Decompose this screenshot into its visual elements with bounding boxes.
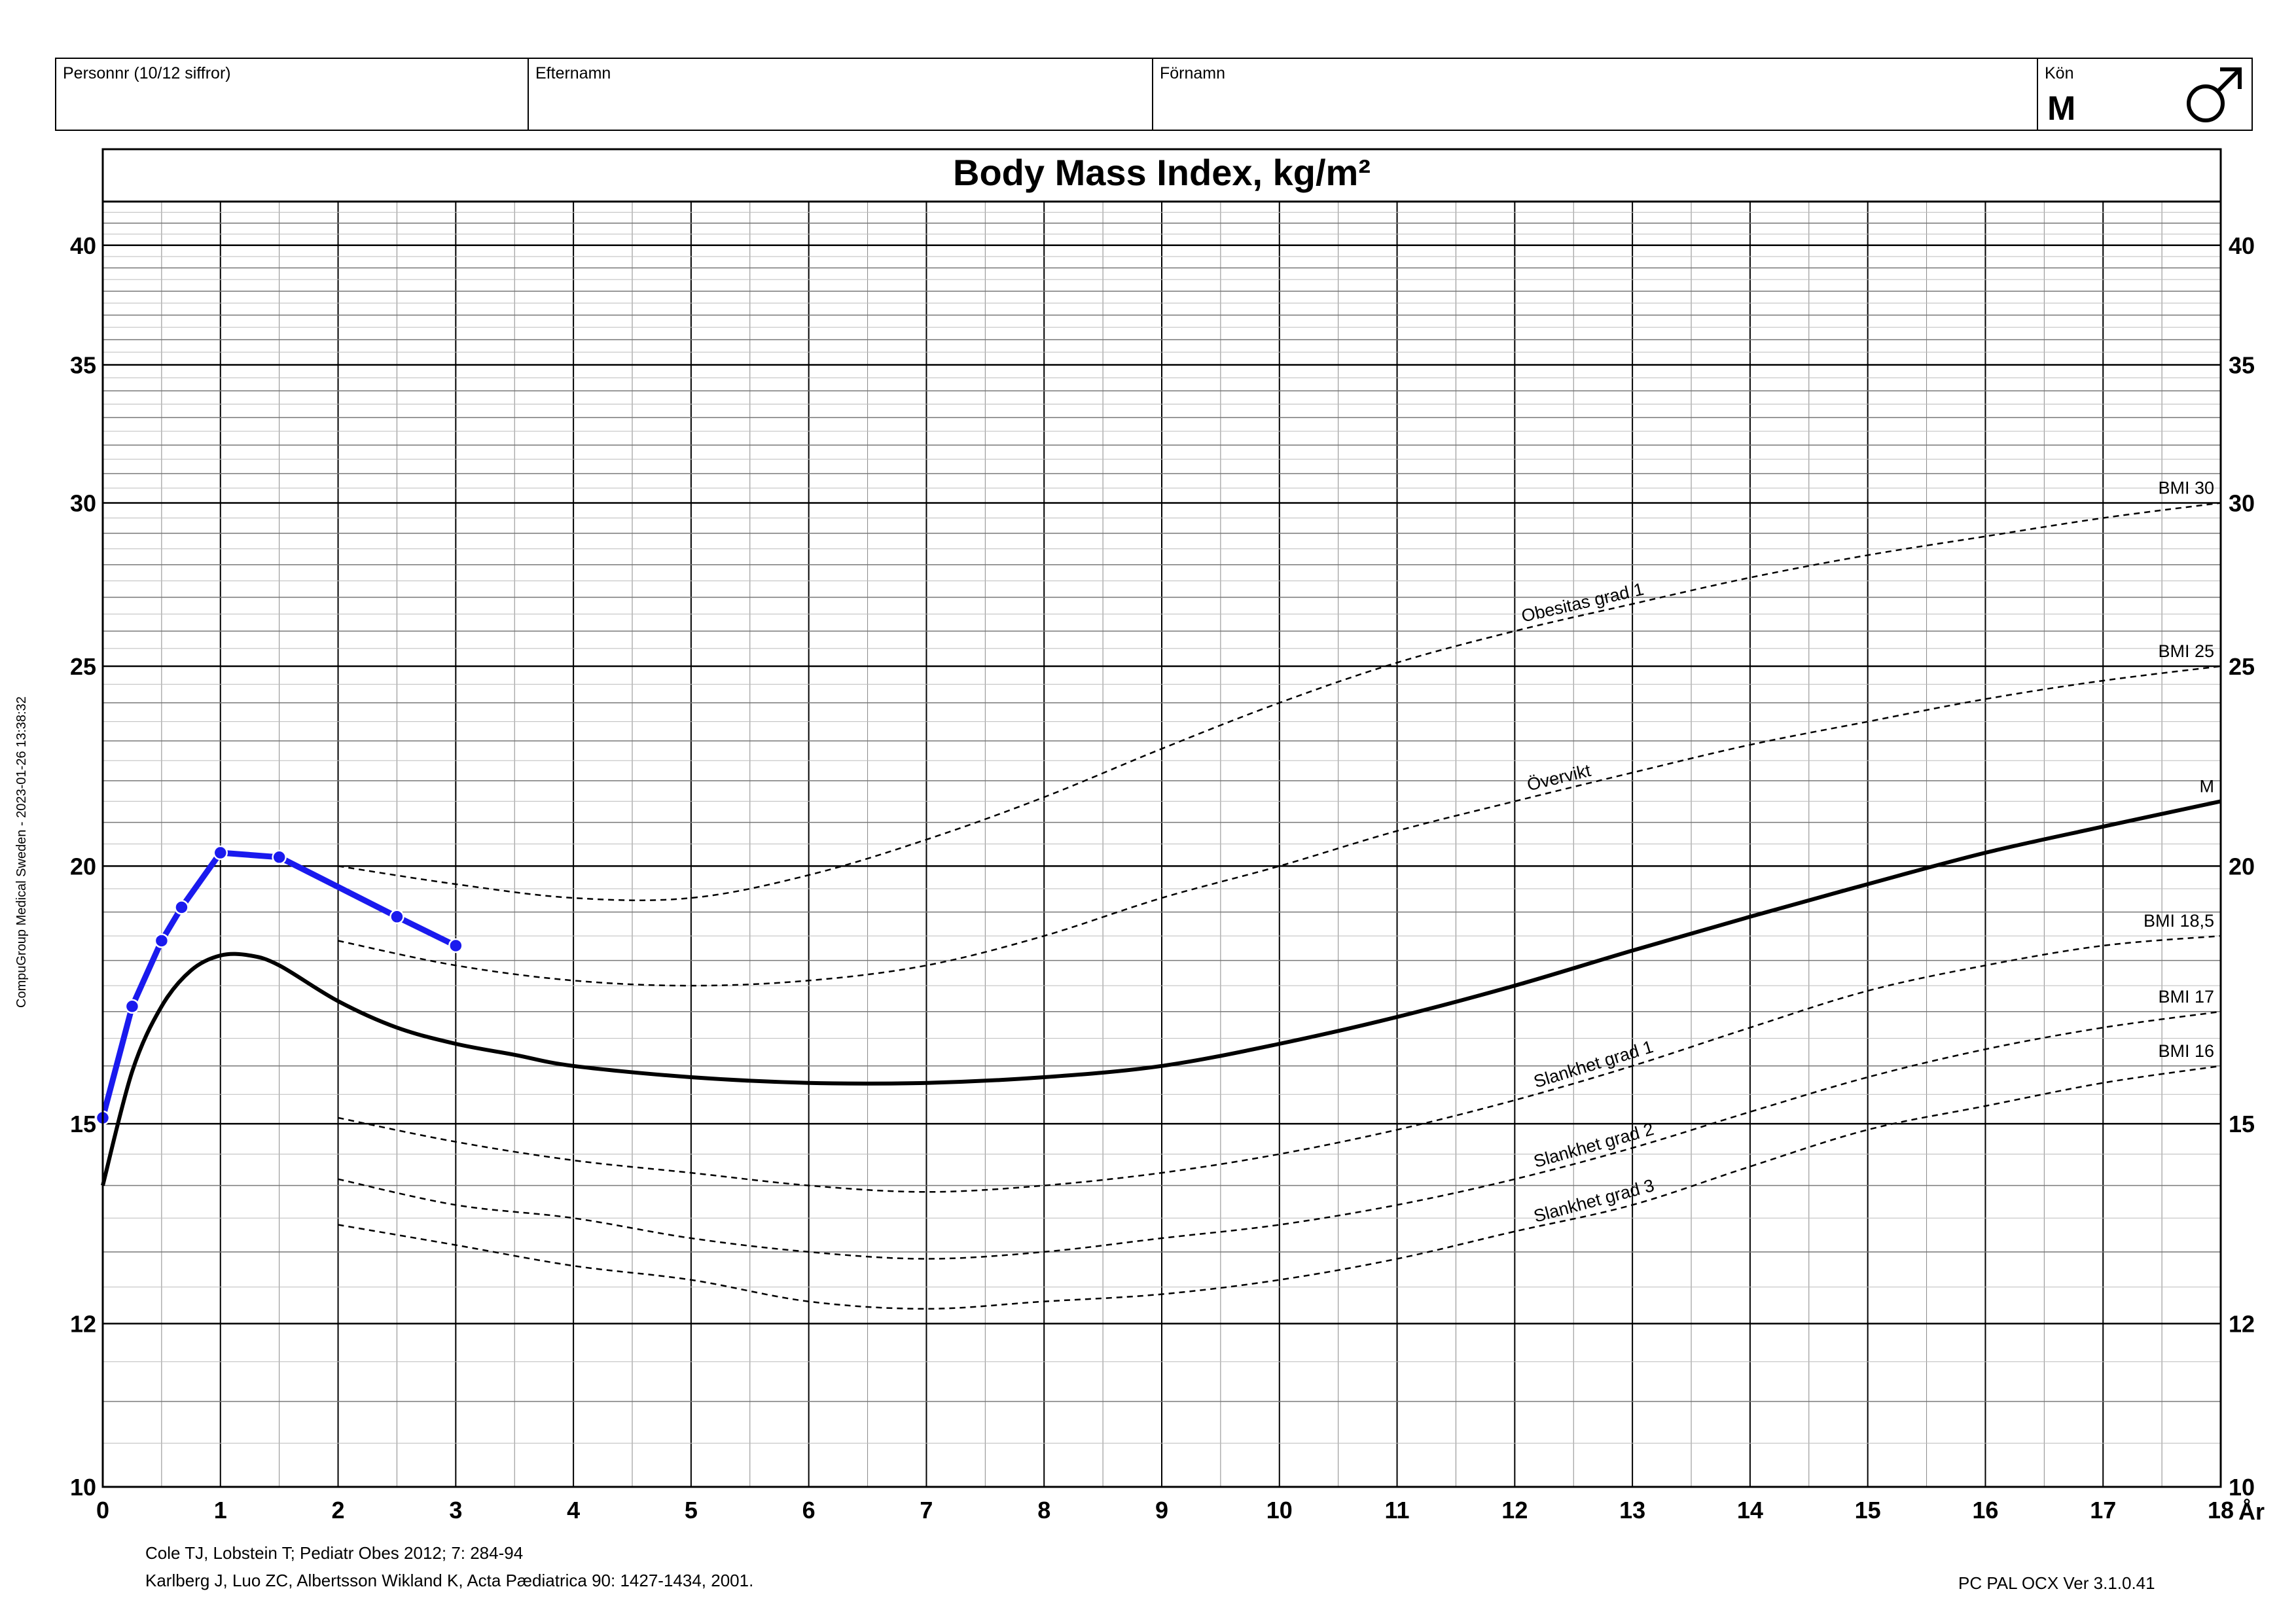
x-tick-label: 9 <box>1155 1497 1168 1524</box>
patient-data-point <box>389 909 404 925</box>
patient-data-point <box>154 933 170 948</box>
x-tick-label: 3 <box>449 1497 462 1524</box>
patient-header: Personnr (10/12 siffror) Efternamn Förna… <box>55 58 2253 131</box>
series-line-bmi-16 <box>338 1065 2221 1310</box>
patient-data-point <box>124 999 140 1014</box>
x-tick-label: 0 <box>96 1497 109 1524</box>
x-tick-label: 17 <box>2090 1497 2116 1524</box>
fornamn-label: Förnamn <box>1160 64 1226 82</box>
y-tick-label-left: 40 <box>70 232 96 259</box>
efternamn-field[interactable]: Efternamn <box>529 59 1153 130</box>
chart-title: Body Mass Index, kg/m² <box>953 152 1371 193</box>
x-tick-label: 7 <box>920 1497 933 1524</box>
series-label-m: M <box>2200 776 2215 796</box>
efternamn-label: Efternamn <box>535 64 611 82</box>
patient-data-point <box>448 938 463 954</box>
reference-karlberg: Karlberg J, Luo ZC, Albertsson Wikland K… <box>145 1571 754 1590</box>
personnr-label: Personnr (10/12 siffror) <box>63 64 231 82</box>
y-tick-label-right: 10 <box>2229 1474 2255 1501</box>
series-caption-bmi-30: Obesitas grad 1 <box>1520 579 1645 626</box>
series-label-bmi-17: BMI 17 <box>2158 987 2214 1007</box>
personnr-field[interactable]: Personnr (10/12 siffror) <box>56 59 529 130</box>
x-tick-label: 15 <box>1855 1497 1881 1524</box>
x-tick-label: 10 <box>1266 1497 1293 1524</box>
fornamn-field[interactable]: Förnamn <box>1153 59 2038 130</box>
x-tick-label: 12 <box>1501 1497 1528 1524</box>
y-tick-label-left: 20 <box>70 853 96 880</box>
x-tick-label: 11 <box>1385 1497 1410 1524</box>
y-tick-label-right: 30 <box>2229 490 2255 516</box>
y-tick-label-right: 40 <box>2229 232 2255 259</box>
plot-frame <box>101 200 2222 1488</box>
y-tick-label-left: 35 <box>70 352 96 379</box>
x-tick-label: 5 <box>685 1497 698 1524</box>
series-label-bmi-18-5: BMI 18,5 <box>2144 911 2214 931</box>
y-tick-label-left: 30 <box>70 490 96 516</box>
y-tick-label-left: 12 <box>70 1310 96 1337</box>
series-caption-bmi-17: Slankhet grad 2 <box>1532 1119 1656 1171</box>
series-line-bmi-17 <box>338 1010 2221 1260</box>
kon-value: M <box>2047 90 2076 128</box>
y-tick-label-right: 20 <box>2229 853 2255 880</box>
version-label: PC PAL OCX Ver 3.1.0.41 <box>1958 1573 2155 1593</box>
y-tick-label-right: 35 <box>2229 352 2255 379</box>
x-tick-label: 18 <box>2208 1497 2234 1524</box>
x-tick-label: 6 <box>802 1497 816 1524</box>
series-line-bmi-30 <box>338 502 2221 901</box>
reference-cole: Cole TJ, Lobstein T; Pediatr Obes 2012; … <box>145 1543 524 1563</box>
patient-data-point <box>174 900 189 915</box>
y-tick-label-left: 10 <box>70 1474 96 1501</box>
series-label-bmi-30: BMI 30 <box>2158 478 2214 497</box>
series-line-bmi-25 <box>338 665 2221 987</box>
timestamp-note: CompuGroup Medical Sweden - 2023-01-26 1… <box>14 696 29 1008</box>
y-tick-label-right: 25 <box>2229 653 2255 680</box>
y-tick-label-left: 15 <box>70 1111 96 1137</box>
x-tick-label: 1 <box>214 1497 227 1524</box>
y-tick-label-left: 25 <box>70 653 96 680</box>
x-axis-label: År <box>2238 1498 2265 1525</box>
patient-data-point <box>213 845 228 861</box>
series-line-m <box>101 799 2221 1186</box>
series-label-bmi-16: BMI 16 <box>2158 1041 2214 1061</box>
kon-label: Kön <box>2045 64 2074 82</box>
y-tick-label-right: 12 <box>2229 1310 2255 1337</box>
x-tick-label: 2 <box>332 1497 345 1524</box>
series-label-bmi-25: BMI 25 <box>2158 641 2214 661</box>
y-tick-label-right: 15 <box>2229 1111 2255 1137</box>
series-caption-bmi-16: Slankhet grad 3 <box>1532 1175 1656 1226</box>
x-tick-label: 8 <box>1037 1497 1050 1524</box>
patient-series-line <box>99 849 457 1119</box>
x-tick-label: 4 <box>567 1497 580 1524</box>
x-tick-label: 14 <box>1737 1497 1763 1524</box>
male-symbol-icon <box>2187 67 2242 122</box>
x-tick-label: 13 <box>1619 1497 1645 1524</box>
series-caption-bmi-18-5: Slankhet grad 1 <box>1532 1037 1656 1092</box>
patient-data-point <box>272 849 287 865</box>
x-tick-label: 16 <box>1972 1497 1998 1524</box>
kon-field[interactable]: Kön M <box>2038 59 2251 130</box>
